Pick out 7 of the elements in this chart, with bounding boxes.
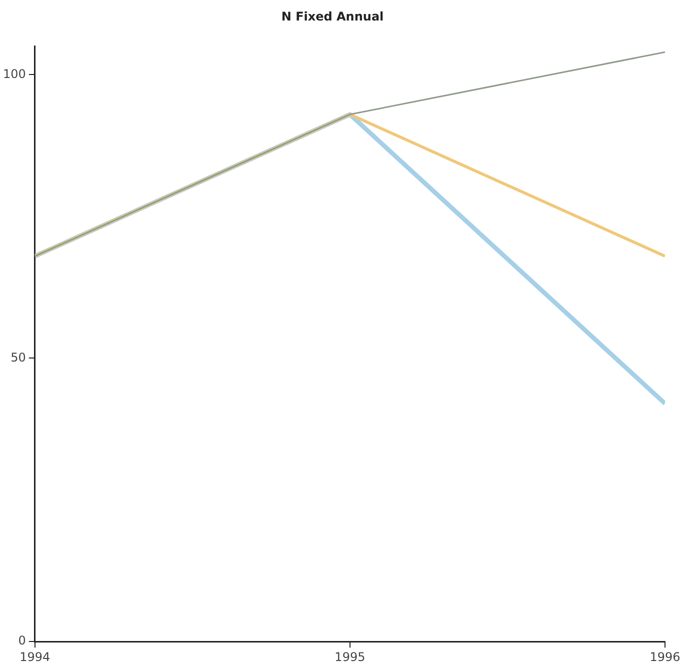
x-tick-label: 1995 [334,650,366,664]
y-tick-label: 50 [10,350,26,364]
x-tick-label: 1994 [20,650,50,664]
x-tick-label: 1996 [650,650,680,664]
y-tick-label: 0 [18,634,26,648]
chart-title: N Fixed Annual [281,9,384,24]
y-tick-label: 100 [3,66,26,81]
